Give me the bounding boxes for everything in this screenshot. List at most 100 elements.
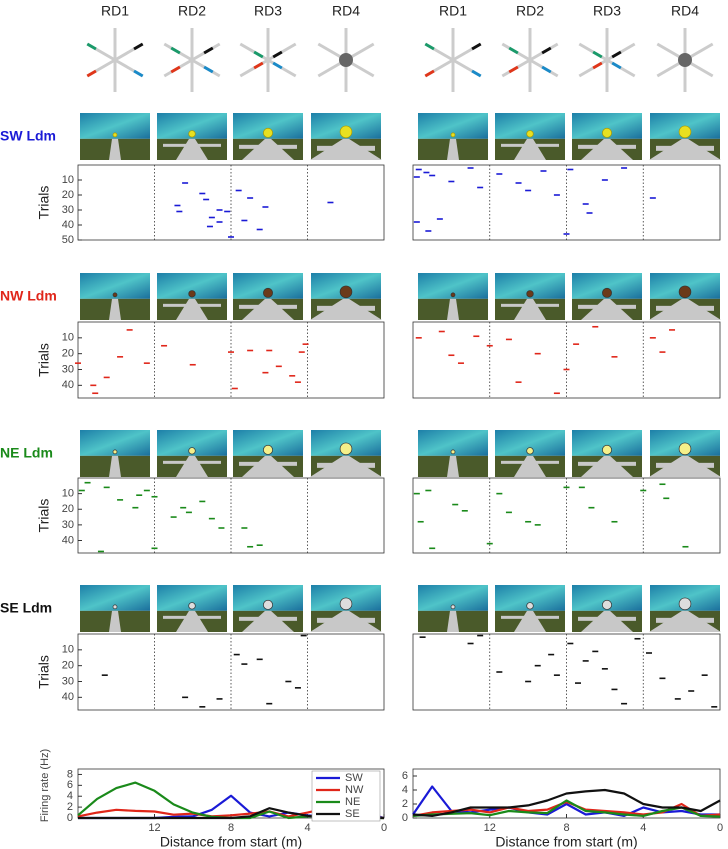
scene-crossing xyxy=(656,305,714,311)
scene-landmark xyxy=(188,447,196,455)
y-tick-label: 6 xyxy=(402,770,408,782)
y-tick-label: 2 xyxy=(402,798,408,810)
scene-crossing xyxy=(239,304,297,309)
column-label: RD2 xyxy=(178,3,206,19)
scene-path xyxy=(242,138,294,160)
maze-cue xyxy=(508,46,519,55)
y-tick-label: 10 xyxy=(62,488,74,500)
legend-box xyxy=(311,770,381,822)
scene-crossing xyxy=(578,304,636,309)
scene-path xyxy=(242,298,294,320)
x-tick-label: 4 xyxy=(640,822,646,834)
landmark-label: SW Ldm xyxy=(0,128,56,144)
y-tick-label: 40 xyxy=(62,219,74,231)
scene-crossing xyxy=(501,143,559,147)
scene-path xyxy=(176,455,208,477)
firing-rate-line xyxy=(412,788,721,817)
y-axis-label: Trials xyxy=(36,186,52,220)
legend-label: SW xyxy=(345,772,363,784)
y-tick-label: 30 xyxy=(62,519,74,531)
maze-cue xyxy=(541,65,552,74)
scene-path xyxy=(242,610,294,632)
y-tick-label: 0 xyxy=(67,812,73,824)
maze-cue xyxy=(203,65,214,74)
scene-crossing xyxy=(163,615,221,619)
raster-frame xyxy=(77,633,385,711)
y-tick-label: 20 xyxy=(62,189,74,201)
landmark-label: NW Ldm xyxy=(0,288,57,304)
scene-path xyxy=(514,610,546,632)
scene-landmark xyxy=(678,442,692,456)
scene-landmark xyxy=(450,449,456,455)
y-tick-label: 4 xyxy=(67,790,73,802)
y-axis-label: Trials xyxy=(36,655,52,689)
scene-landmark xyxy=(263,127,273,138)
maze-cue xyxy=(253,61,264,70)
raster-frame xyxy=(412,477,721,554)
scene-landmark xyxy=(678,285,692,299)
scene-landmark xyxy=(526,130,534,138)
scene-path xyxy=(447,138,459,160)
scene-landmark xyxy=(112,604,118,610)
x-tick-label: 0 xyxy=(717,822,723,834)
scene-crossing xyxy=(317,145,375,151)
scene-crossing xyxy=(656,145,714,151)
x-tick-label: 12 xyxy=(148,822,160,834)
scene-landmark xyxy=(450,604,456,610)
x-axis-label: Distance from start (m) xyxy=(495,834,637,849)
y-tick-label: 2 xyxy=(67,801,73,813)
scene-landmark xyxy=(602,444,612,455)
maze-hub xyxy=(339,53,353,67)
scene-crossing xyxy=(239,461,297,466)
x-tick-label: 8 xyxy=(228,822,234,834)
landmark-label: NE Ldm xyxy=(0,445,53,461)
scene-crossing xyxy=(317,617,375,623)
maze-cue xyxy=(424,69,435,78)
column-label: RD1 xyxy=(101,3,129,19)
maze-arm xyxy=(239,42,269,62)
maze-cue xyxy=(508,65,519,74)
scene-path xyxy=(109,610,121,632)
scene-crossing xyxy=(163,303,221,307)
scene-landmark xyxy=(526,447,534,455)
y-axis-label: Trials xyxy=(36,499,52,533)
scene-crossing xyxy=(163,143,221,147)
y-tick-label: 40 xyxy=(62,691,74,703)
scene-crossing xyxy=(239,616,297,621)
landmark-label: SE Ldm xyxy=(0,600,52,616)
scene-landmark xyxy=(678,125,692,139)
scene-path xyxy=(514,138,546,160)
maze-cue xyxy=(424,42,435,51)
maze-arm xyxy=(578,58,608,78)
y-tick-label: 20 xyxy=(62,503,74,515)
y-tick-label: 30 xyxy=(62,204,74,216)
maze-arm xyxy=(606,58,636,78)
scene-crossing xyxy=(578,616,636,621)
firing-rate-line xyxy=(412,785,720,817)
maze-arm xyxy=(239,58,269,78)
y-axis-label: Firing rate (Hz) xyxy=(39,749,51,822)
scene-crossing xyxy=(317,305,375,311)
scene-landmark xyxy=(188,130,196,138)
scene-path xyxy=(581,455,633,477)
scene-landmark xyxy=(450,132,456,138)
scene-landmark xyxy=(339,597,353,611)
scene-crossing xyxy=(578,461,636,466)
scene-landmark xyxy=(602,127,612,138)
maze-cue xyxy=(471,42,482,51)
scene-crossing xyxy=(656,462,714,468)
y-axis-label: Trials xyxy=(36,343,52,377)
scene-path xyxy=(109,298,121,320)
scene-landmark xyxy=(112,449,118,455)
scene-landmark xyxy=(602,599,612,610)
y-tick-label: 0 xyxy=(402,812,408,824)
maze-cue xyxy=(86,42,97,51)
scene-path xyxy=(176,610,208,632)
scene-landmark xyxy=(602,287,612,298)
maze-arm xyxy=(606,42,636,62)
scene-crossing xyxy=(501,303,559,307)
scene-crossing xyxy=(163,460,221,464)
x-tick-label: 0 xyxy=(381,822,387,834)
y-tick-label: 20 xyxy=(62,348,74,360)
